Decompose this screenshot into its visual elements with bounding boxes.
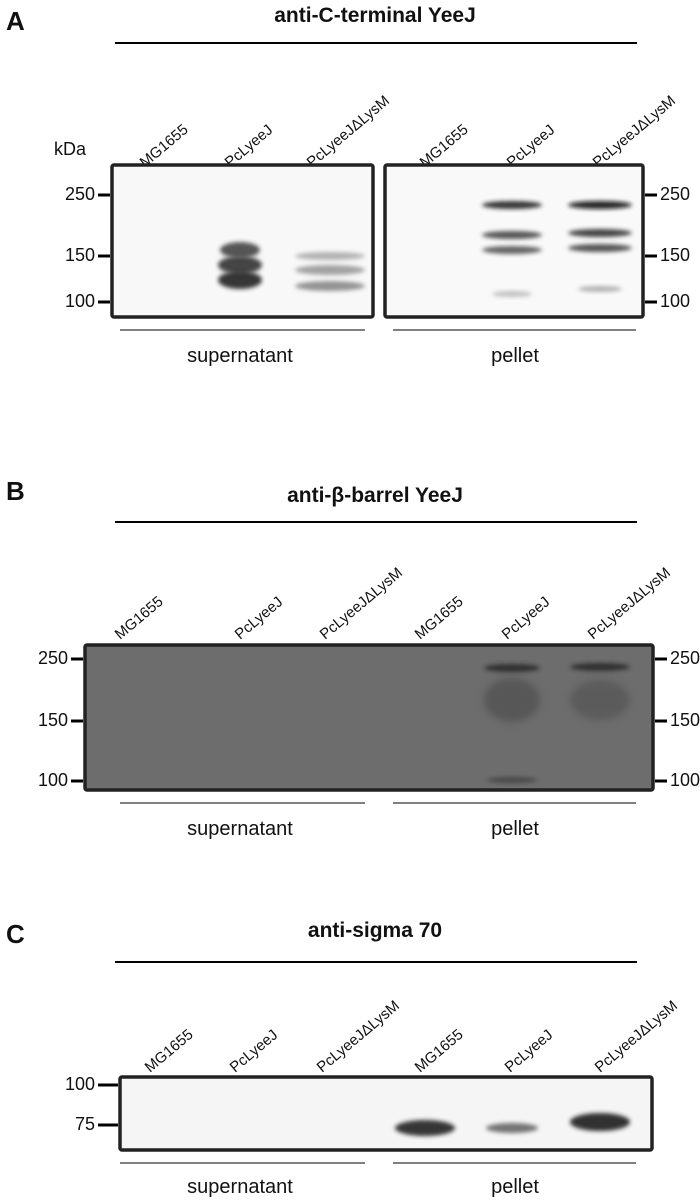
- group-label: pellet: [491, 1176, 539, 1198]
- band: [482, 201, 542, 209]
- band: [486, 1123, 538, 1133]
- panel-title: anti-β-barrel YeeJ: [287, 484, 463, 507]
- blot: [110, 163, 375, 319]
- band: [568, 244, 632, 252]
- band: [568, 201, 632, 209]
- band: [570, 680, 630, 720]
- marker-label: 75: [75, 1114, 95, 1134]
- marker-label: 100: [660, 291, 690, 311]
- lane-label: MG1655: [142, 1026, 197, 1076]
- band: [570, 1113, 630, 1131]
- marker-label: 150: [660, 245, 690, 265]
- blot: [118, 1075, 654, 1152]
- band: [295, 265, 365, 275]
- group-label: pellet: [491, 818, 539, 840]
- lane-label: PcLyeeJ: [502, 1026, 557, 1076]
- lane-label: PcLyeeJ: [232, 593, 287, 643]
- kda-label: kDa: [54, 139, 87, 159]
- lane-label: PcLyeeJΔLysM: [590, 92, 679, 171]
- band: [482, 246, 542, 254]
- band: [570, 663, 630, 671]
- blot: [83, 643, 655, 792]
- marker-label: 250: [65, 184, 95, 204]
- lane-label: PcLyeeJΔLysM: [592, 997, 681, 1076]
- group-label: supernatant: [187, 1176, 293, 1198]
- marker-label: 250: [38, 648, 68, 668]
- band: [295, 252, 365, 260]
- marker-label: 250: [670, 648, 700, 668]
- band: [218, 256, 262, 274]
- band: [482, 231, 542, 239]
- marker-label: 150: [670, 710, 700, 730]
- panel-letter: C: [6, 919, 25, 949]
- group-label: supernatant: [187, 345, 293, 367]
- band: [492, 291, 532, 297]
- lane-label: PcLyeeJΔLysM: [304, 92, 393, 171]
- lane-label: PcLyeeJ: [499, 593, 554, 643]
- lane-label: PcLyeeJΔLysM: [317, 564, 406, 643]
- marker-label: 100: [65, 291, 95, 311]
- band: [218, 271, 262, 289]
- marker-label: 150: [38, 710, 68, 730]
- marker-label: 100: [670, 770, 700, 790]
- lane-label: PcLyeeJΔLysM: [585, 564, 674, 643]
- band: [568, 229, 632, 237]
- band: [395, 1120, 455, 1136]
- marker-label: 150: [65, 245, 95, 265]
- panel-title: anti-sigma 70: [308, 919, 442, 942]
- lane-label: PcLyeeJ: [227, 1026, 282, 1076]
- band: [484, 678, 540, 722]
- panel-letter: B: [6, 476, 25, 506]
- group-label: supernatant: [187, 818, 293, 840]
- band: [487, 777, 537, 783]
- lane-label: MG1655: [412, 1026, 467, 1076]
- band: [578, 286, 622, 292]
- band: [484, 664, 540, 672]
- marker-label: 100: [65, 1074, 95, 1094]
- group-label: pellet: [491, 345, 539, 367]
- marker-label: 250: [660, 184, 690, 204]
- panel-letter: A: [6, 6, 25, 36]
- band: [220, 242, 260, 258]
- marker-label: 100: [38, 770, 68, 790]
- band: [295, 281, 365, 291]
- lane-label: MG1655: [412, 593, 467, 643]
- lane-label: PcLyeeJΔLysM: [314, 997, 403, 1076]
- panel-title: anti-C-terminal YeeJ: [274, 4, 476, 27]
- lane-label: MG1655: [112, 593, 167, 643]
